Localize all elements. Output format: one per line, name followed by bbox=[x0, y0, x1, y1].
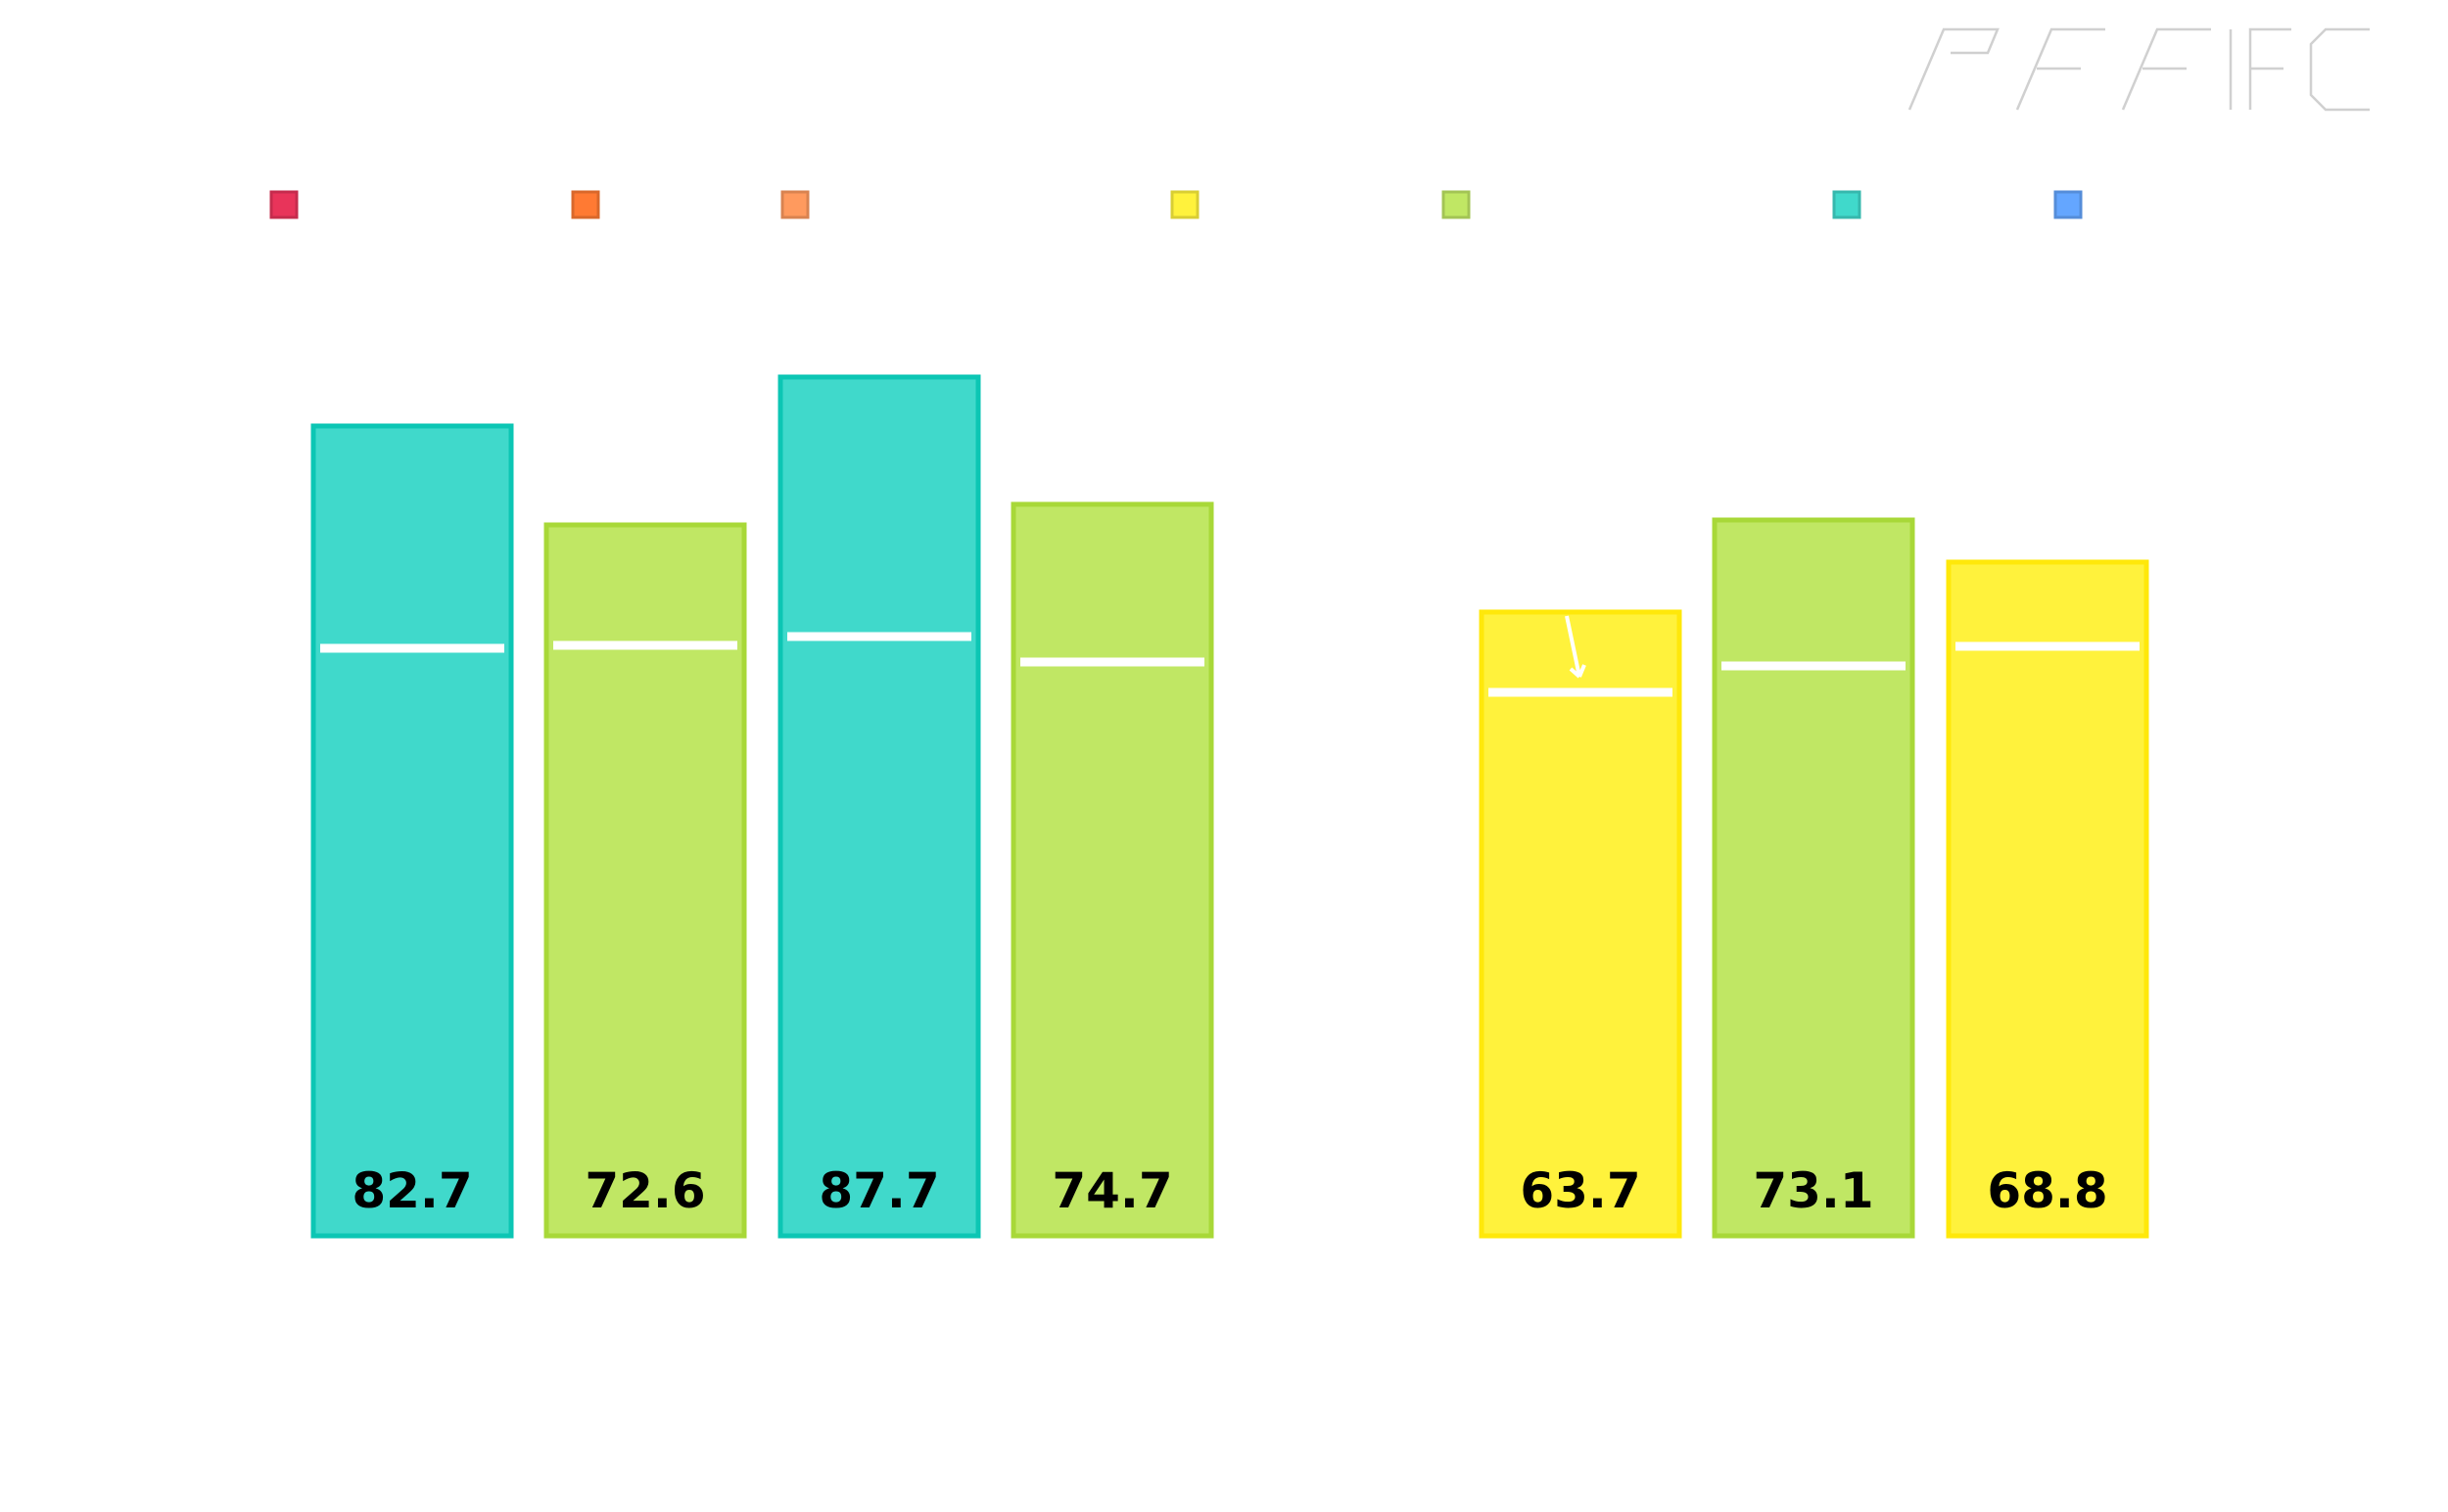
legend-swatch-2 bbox=[571, 190, 600, 219]
bars: 82.7 72.6 87.7 74.7 63.7 73.1 68.8 bbox=[310, 374, 2149, 1239]
bar-4: 74.7 bbox=[1011, 501, 1214, 1239]
bar-value-label: 82.7 bbox=[352, 1162, 472, 1219]
legend-swatch-4 bbox=[1170, 190, 1200, 219]
legend-swatch-1 bbox=[269, 190, 299, 219]
bar-rect bbox=[777, 374, 981, 1239]
arrow-down-icon bbox=[1565, 615, 1586, 679]
bar-rect bbox=[310, 423, 514, 1239]
legend-swatch-7 bbox=[2053, 190, 2083, 219]
bar-7: 68.8 bbox=[1946, 559, 2149, 1239]
bar-rect bbox=[543, 522, 747, 1239]
bar-value-label: 68.8 bbox=[1987, 1162, 2107, 1219]
bar-value-label: 72.6 bbox=[585, 1162, 705, 1219]
bar-5: 63.7 bbox=[1479, 609, 1682, 1239]
pff-fc-logo bbox=[1907, 27, 2370, 112]
bar-value-label: 74.7 bbox=[1052, 1162, 1172, 1219]
legend bbox=[269, 190, 2083, 219]
legend-swatch-5 bbox=[1441, 190, 1471, 219]
bar-2: 72.6 bbox=[543, 522, 747, 1239]
bar-rect bbox=[1712, 517, 1915, 1239]
bar-3: 87.7 bbox=[777, 374, 981, 1239]
bar-6: 73.1 bbox=[1712, 517, 1915, 1239]
bar-rect bbox=[1946, 559, 2149, 1239]
bar-value-label: 87.7 bbox=[819, 1162, 939, 1219]
bar-value-label: 63.7 bbox=[1520, 1162, 1640, 1219]
legend-swatch-3 bbox=[780, 190, 810, 219]
bar-1: 82.7 bbox=[310, 423, 514, 1239]
bar-rect bbox=[1011, 501, 1214, 1239]
bar-value-label: 73.1 bbox=[1753, 1162, 1873, 1219]
bar-rect bbox=[1479, 609, 1682, 1239]
legend-swatch-6 bbox=[1832, 190, 1861, 219]
